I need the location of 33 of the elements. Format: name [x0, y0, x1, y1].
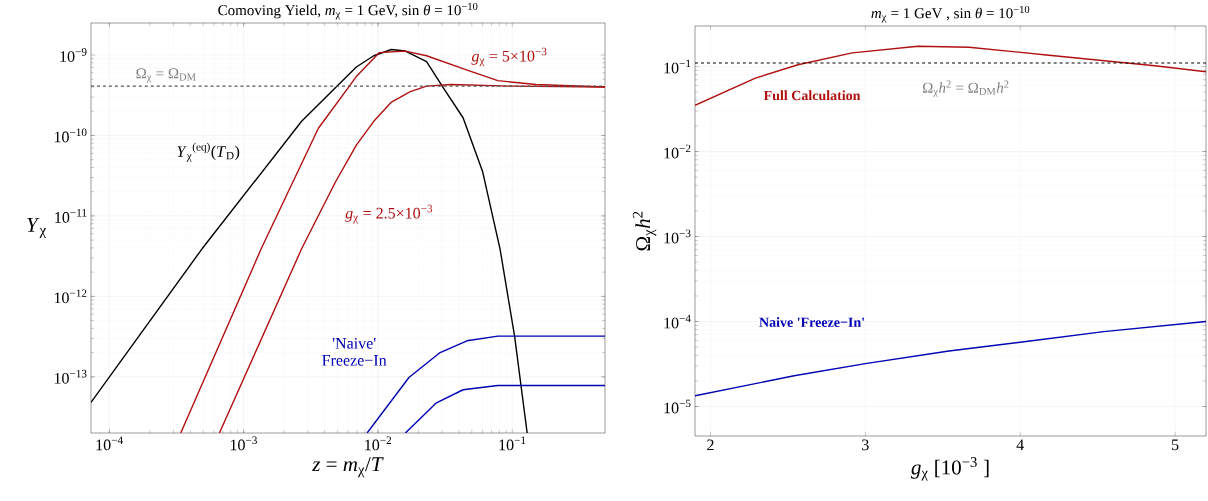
y-tick-label: 10$^{−5}$ [664, 399, 691, 414]
y-tick-label: 10$^{−3}$ [664, 229, 691, 244]
y-tick-label: 10$^{−11}$ [55, 209, 87, 223]
ref-line-label: Ω$_{χ}$ = Ω$_{DM}$ [136, 68, 196, 83]
y-tick-label: 10$^{−1}$ [664, 59, 691, 74]
x-tick-label: 10$^{−2}$ [365, 436, 392, 451]
x-tick-label: 10$^{−1}$ [499, 436, 526, 451]
y-tick-label: 10$^{−13}$ [54, 369, 87, 384]
x-tick-label: 10$^{−3}$ [230, 436, 257, 451]
x-tick-label: 4 [1016, 439, 1024, 451]
y-tick-label: 10$^{−2}$ [664, 144, 691, 159]
annotation: g$_{χ}$ = 2.5×10$^{−3}$ [345, 204, 433, 224]
x-axis-title: z = m$_{χ}$/T [312, 457, 384, 478]
y-axis-title: Y$_{χ}$ [27, 218, 47, 238]
line-series [695, 45, 1207, 107]
ref-line-label: Ω$_{χ}$h$^{2}$ = Ω$_{DM}$h$^{2}$ [922, 80, 1009, 98]
x-tick-label: 5 [1171, 439, 1179, 451]
x-tick-label: 2 [707, 439, 714, 451]
annotation: Full Calculation [763, 90, 861, 101]
annotation: Y$_{χ}$$^{(eq)}$(T$_{D}$) [177, 142, 240, 162]
y-tick-label: 10$^{−12}$ [54, 289, 87, 304]
x-tick-label: 3 [862, 439, 869, 451]
chart-title: m$_{χ}$ = 1 GeV , sin θ = 10$^{−10}$ [871, 5, 1030, 23]
annotation: g$_{χ}$ = 5×10$^{−3}$ [471, 47, 547, 67]
y-tick-label: 10$^{−10}$ [54, 128, 87, 143]
annotation: 'Naive' Freeze−In [322, 337, 387, 366]
x-tick-label: 10$^{−4}$ [96, 436, 123, 451]
y-axis-title: Ω$_{χ}$h$^{2}$ [632, 211, 657, 251]
chart-title: Comoving Yield, m$_{χ}$ = 1 GeV, sin θ = 10$^{−10}$ [218, 2, 478, 20]
annotation: Naive 'Freeze−In' [759, 317, 865, 327]
y-tick-label: 10$^{−4}$ [664, 314, 691, 329]
y-tick-label: 10$^{−9}$ [60, 48, 87, 62]
x-axis-title: g$_{χ}$ [10$^{−3}$ ] [910, 457, 989, 481]
